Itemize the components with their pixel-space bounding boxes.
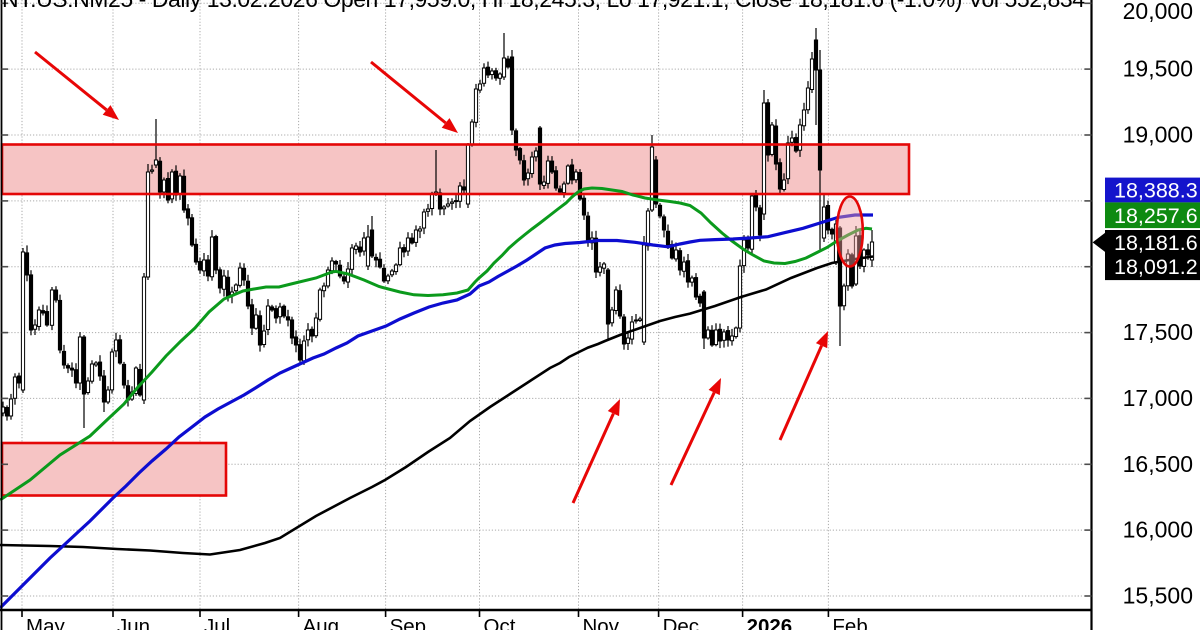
svg-text:Jul: Jul: [204, 615, 230, 630]
svg-text:NY.US:NM25 - Daily 13.02.2026: NY.US:NM25 - Daily 13.02.2026 Open 17,95…: [2, 0, 1085, 12]
svg-text:2026: 2026: [747, 615, 793, 630]
svg-text:Feb: Feb: [832, 615, 867, 630]
svg-text:19,000: 19,000: [1123, 122, 1193, 148]
svg-text:15,500: 15,500: [1123, 583, 1193, 609]
svg-text:18,181.6: 18,181.6: [1114, 231, 1198, 255]
svg-text:17,000: 17,000: [1123, 385, 1193, 411]
svg-text:Dec: Dec: [663, 615, 699, 630]
svg-text:Sep: Sep: [390, 615, 426, 630]
svg-text:Jun: Jun: [117, 615, 150, 630]
svg-text:18,257.6: 18,257.6: [1114, 204, 1198, 228]
svg-text:Aug: Aug: [303, 615, 339, 630]
svg-text:Oct: Oct: [484, 615, 516, 630]
svg-text:16,000: 16,000: [1123, 517, 1193, 543]
svg-text:20,000: 20,000: [1123, 0, 1193, 24]
svg-text:19,500: 19,500: [1123, 56, 1193, 82]
svg-text:16,500: 16,500: [1123, 451, 1193, 477]
svg-text:May: May: [26, 615, 65, 630]
svg-text:18,091.2: 18,091.2: [1114, 255, 1198, 279]
svg-text:Nov: Nov: [583, 615, 620, 630]
svg-text:17,500: 17,500: [1123, 319, 1193, 345]
svg-text:18,388.3: 18,388.3: [1114, 179, 1198, 203]
